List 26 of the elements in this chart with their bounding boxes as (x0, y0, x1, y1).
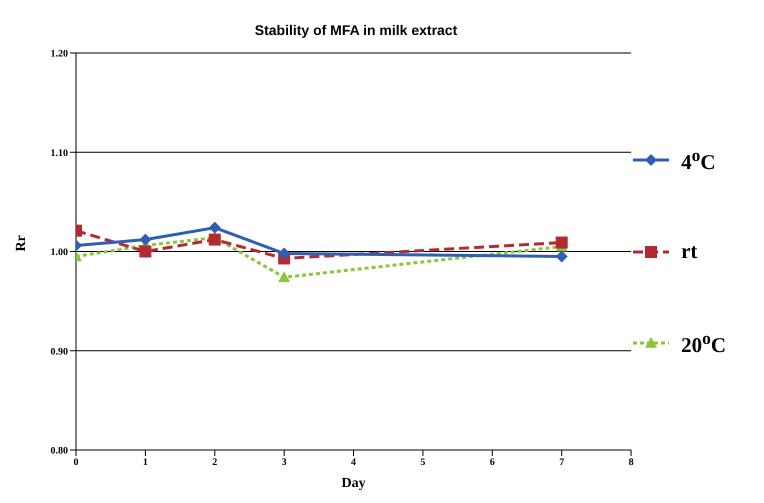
point (278, 271, 290, 282)
point (556, 236, 568, 249)
x-tick-label: 6 (490, 457, 495, 468)
point (278, 247, 290, 260)
x-tick-label: 4 (351, 457, 356, 468)
chart-title: Stability of MFA in milk extract (254, 22, 458, 38)
x-tick-label: 1 (142, 457, 148, 468)
legend-label: 20$^{o}$C (681, 328, 726, 358)
y-tick-label: 0.90 (50, 346, 68, 358)
y-tick-label: 1.20 (50, 48, 68, 60)
legend-label: rt (681, 239, 698, 264)
x-tick-label: 0 (74, 457, 78, 468)
point (208, 222, 221, 234)
x-tick-label: 5 (420, 457, 426, 468)
y-tick-label: 0.80 (50, 446, 68, 457)
x-tick-label: 3 (282, 457, 287, 468)
y-tick-label: 1.00 (50, 247, 68, 258)
y-axis-title: Rr (14, 235, 29, 252)
x-axis-title: Day (341, 476, 366, 491)
point (556, 250, 568, 262)
x-tick-label: 8 (628, 457, 634, 468)
legend-label: 4$^{o}$C (681, 145, 716, 175)
point (208, 234, 221, 246)
y-tick-label: 1.10 (50, 148, 68, 159)
x-tick-label: 7 (559, 457, 564, 468)
x-tick-label: 2 (212, 457, 218, 468)
